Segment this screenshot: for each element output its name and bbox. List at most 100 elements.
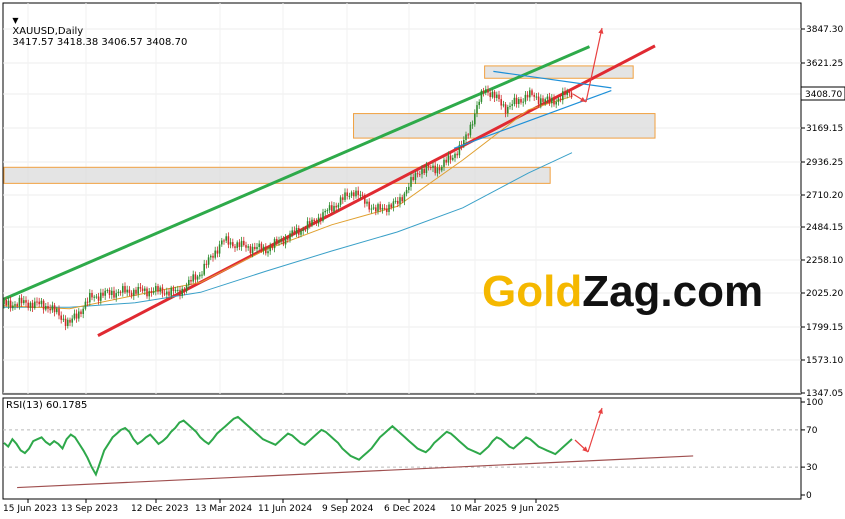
- rsi-tick-label: 70: [806, 426, 818, 436]
- candle-body: [487, 89, 489, 93]
- candle-body: [190, 279, 192, 282]
- time-tick-label: 10 Mar 2025: [450, 504, 507, 514]
- price-axis: 3847.303621.253395.203169.152936.252710.…: [801, 25, 843, 399]
- rsi-tick-label: 100: [806, 398, 823, 408]
- candle-body: [313, 219, 315, 222]
- candle-body: [331, 205, 333, 212]
- watermark: GoldZag.com: [482, 267, 763, 316]
- candle-body: [192, 274, 194, 282]
- candle-body: [256, 247, 258, 250]
- candle-body: [95, 296, 98, 298]
- price-tick-label: 3169.15: [806, 124, 843, 134]
- candle-body: [412, 177, 414, 181]
- candle-body: [333, 205, 335, 212]
- candle-body: [141, 288, 144, 291]
- candle-body: [458, 144, 461, 156]
- candle-body: [223, 240, 225, 242]
- candle-body: [408, 186, 410, 191]
- candle-body: [359, 194, 362, 196]
- rsi-pane: 100 70 30 0: [2, 397, 823, 501]
- time-axis: 15 Jun 2023 13 Sep 2023 12 Dec 2023 13 Mar …: [3, 498, 801, 514]
- rsi-trendline: [17, 455, 694, 489]
- price-tick-label: 1573.10: [806, 356, 843, 366]
- candle-body: [452, 157, 454, 160]
- rsi-axis: 100 70 30 0: [801, 398, 823, 501]
- candle-body: [23, 300, 25, 304]
- candle-body: [172, 287, 175, 292]
- time-tick-label: 12 Dec 2023: [131, 504, 189, 514]
- candle-body: [357, 190, 359, 196]
- candle-body: [3, 299, 5, 305]
- candle-body: [12, 305, 14, 309]
- candle-body: [199, 274, 201, 277]
- candle-body: [555, 101, 557, 105]
- candle-body: [513, 97, 516, 105]
- candle-body: [346, 192, 348, 197]
- candle-body: [515, 97, 518, 105]
- candle-body: [304, 229, 307, 231]
- slow-moving-average: [4, 152, 573, 308]
- candle-body: [293, 230, 296, 234]
- candle-body: [559, 98, 562, 101]
- rsi-trend-line: [17, 455, 694, 489]
- candle-body: [232, 242, 234, 247]
- candle-body: [485, 89, 487, 93]
- candle-body: [295, 227, 298, 234]
- candle-body: [181, 288, 183, 296]
- rsi-projection-arrows: [574, 407, 603, 453]
- candle-body: [570, 92, 573, 98]
- candle-body: [5, 299, 7, 306]
- candle-body: [148, 291, 150, 297]
- candle-body: [542, 98, 544, 102]
- candle-body: [372, 207, 375, 209]
- candle-body: [269, 246, 271, 252]
- candle-body: [315, 221, 318, 224]
- candle-body: [531, 90, 533, 95]
- candle-body: [126, 289, 128, 293]
- candle-body: [306, 221, 309, 230]
- candle-body: [271, 246, 274, 249]
- candle-body: [262, 246, 265, 251]
- candle-body: [480, 90, 483, 102]
- candle-body: [416, 173, 419, 175]
- candle-body: [445, 159, 447, 163]
- candle-body: [335, 205, 337, 208]
- candle-body: [511, 104, 513, 106]
- candle-body: [47, 306, 49, 309]
- ohlc-values: 3417.57 3418.38 3406.57 3408.70: [12, 37, 188, 48]
- time-tick-label: 15 Jun 2023: [3, 504, 57, 514]
- breakout-arrow: [585, 27, 603, 103]
- candle-body: [467, 134, 469, 136]
- candle-body: [309, 221, 311, 226]
- candle-body: [399, 197, 401, 204]
- candle-body: [152, 291, 155, 293]
- rsi-tick-label: 0: [806, 491, 812, 501]
- candle-body: [273, 239, 276, 249]
- candle-body: [106, 290, 109, 292]
- candle-body: [214, 250, 216, 258]
- candle-body: [414, 173, 417, 181]
- candle-body: [548, 96, 551, 104]
- rsi-title: RSI(13) 60.1785: [6, 400, 88, 411]
- candle-body: [247, 246, 249, 248]
- candle-body: [117, 291, 120, 294]
- candle-body: [133, 289, 135, 296]
- candle-body: [251, 246, 254, 254]
- symbol-label: XAUUSD,Daily: [12, 26, 84, 37]
- candle-body: [456, 153, 458, 156]
- candle-body: [326, 210, 329, 212]
- time-tick-label: 13 Sep 2023: [61, 504, 118, 514]
- candle-body: [185, 285, 188, 292]
- candle-body: [179, 289, 181, 296]
- time-tick-label: 13 Mar 2024: [195, 504, 252, 514]
- chart-title: ▼ XAUUSD,Daily 3417.57 3418.38 3406.57 3…: [6, 4, 187, 48]
- candle-body: [111, 290, 113, 295]
- rsi-pullback-arrow-head: [582, 446, 588, 452]
- candle-body: [130, 292, 133, 296]
- candle-body: [218, 244, 221, 254]
- candle-body: [496, 94, 498, 98]
- candle-body: [562, 91, 564, 101]
- candle-body: [18, 297, 21, 306]
- candle-body: [423, 169, 425, 174]
